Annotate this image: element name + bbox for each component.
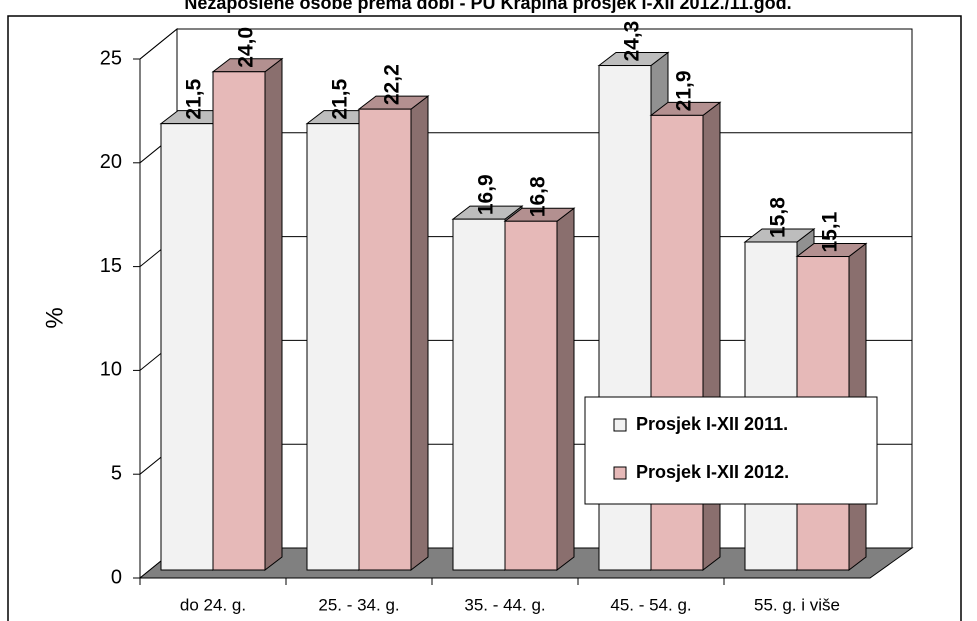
y-tick-label: 5 (111, 462, 122, 484)
y-tick-label: 10 (100, 359, 122, 381)
legend: Prosjek I-XII 2011. Prosjek I-XII 2012. (584, 396, 878, 505)
value-label: 24,0 (235, 27, 258, 68)
value-label: 24,3 (621, 21, 644, 62)
y-axis-label: % (41, 307, 68, 328)
grid-line (139, 28, 912, 60)
legend-swatch (613, 466, 627, 480)
bar (160, 123, 214, 571)
value-label: 16,8 (527, 176, 550, 217)
legend-box (584, 396, 878, 505)
bar (452, 218, 506, 571)
y-tick-label: 15 (100, 255, 122, 277)
value-label: 15,8 (767, 197, 790, 238)
value-label: 16,9 (475, 174, 498, 215)
chart-border (7, 15, 962, 621)
y-tick-label: 20 (100, 151, 122, 173)
y-tick-label: 25 (100, 47, 122, 69)
x-tick-label: 45. - 54. g. (610, 595, 691, 614)
legend-label: Prosjek I-XII 2011. (636, 414, 788, 434)
x-tick-label: do 24. g. (180, 595, 246, 614)
x-tick-label: 55. g. i više (754, 595, 840, 614)
value-label: 15,1 (819, 211, 842, 252)
bar (212, 71, 266, 571)
legend-swatch (613, 418, 627, 432)
x-tick-label: 35. - 44. g. (464, 595, 545, 614)
value-label: 21,9 (673, 70, 696, 111)
value-label: 21,5 (329, 78, 352, 119)
x-tick-label: 25. - 34. g. (318, 595, 399, 614)
bar-side (410, 95, 429, 572)
bar (306, 123, 360, 571)
bar-side (556, 207, 575, 572)
bar (358, 108, 412, 571)
chart-title: Nezaposlene osobe prema dobi - PU Krapin… (184, 0, 791, 13)
value-label: 22,2 (381, 64, 404, 105)
value-label: 21,5 (183, 78, 206, 119)
bar-side (264, 57, 283, 572)
bar (504, 220, 558, 571)
y-tick-label: 0 (111, 566, 122, 588)
legend-label: Prosjek I-XII 2012. (636, 462, 789, 482)
